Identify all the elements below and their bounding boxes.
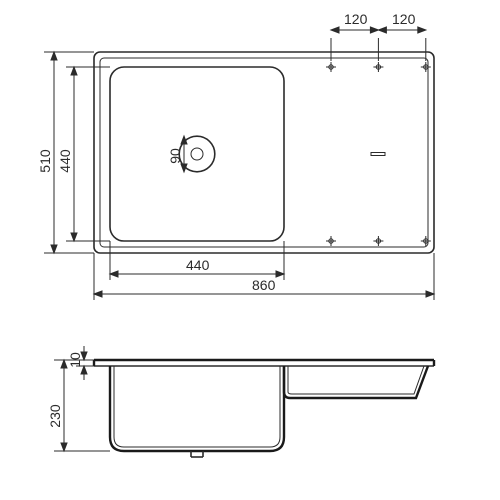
- dim-h230: 230: [47, 404, 63, 428]
- dim-h440: 440: [57, 149, 73, 173]
- dim-h510: 510: [37, 149, 53, 173]
- dim-w860: 860: [252, 277, 276, 293]
- dim-w120a: 120: [344, 11, 368, 27]
- dim-d90: 90: [167, 148, 183, 164]
- dim-w440: 440: [186, 257, 210, 273]
- dim-w120b: 120: [392, 11, 416, 27]
- dim-h10: 10: [67, 352, 83, 368]
